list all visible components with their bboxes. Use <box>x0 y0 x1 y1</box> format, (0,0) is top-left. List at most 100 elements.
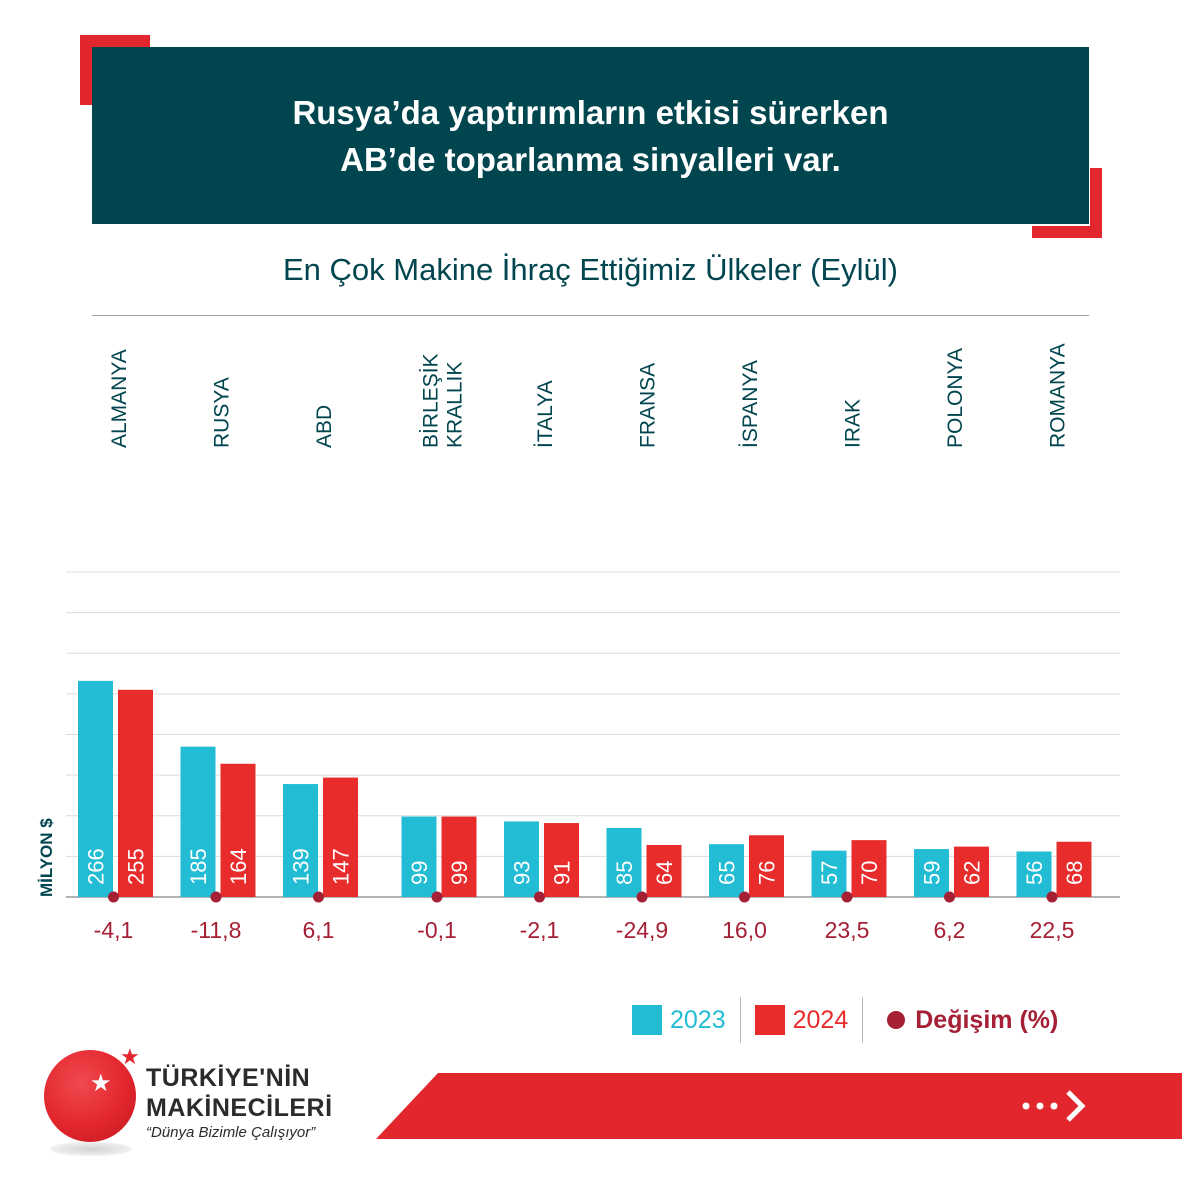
legend-item-2023: 2023 <box>632 1005 726 1035</box>
bar-value-label: 147 <box>329 848 354 885</box>
change-dot <box>944 891 955 903</box>
bar-2023 <box>709 844 744 897</box>
change-dot <box>431 891 443 903</box>
bar-value-label: 266 <box>84 848 109 885</box>
header-title: Rusya’da yaptırımların etkisi sürerken A… <box>92 47 1089 224</box>
brand-name-line2: MAKİNECİLERİ <box>146 1094 333 1122</box>
bar-value-label: 93 <box>510 861 535 885</box>
change-dot <box>841 891 853 903</box>
bar-2023 <box>180 746 216 897</box>
bar-2023 <box>606 827 642 897</box>
change-value-label: 23,5 <box>825 917 870 943</box>
change-value-label: 22,5 <box>1030 917 1075 943</box>
bar-value-label: 85 <box>612 861 637 885</box>
change-value-label: 6,2 <box>934 917 966 943</box>
legend-item-2024: 2024 <box>754 1005 849 1035</box>
bar-value-label: 64 <box>652 861 677 885</box>
bar-2023 <box>504 821 539 897</box>
logo-shadow <box>50 1142 132 1156</box>
change-value-label: -4,1 <box>94 917 134 943</box>
bar-value-label: 57 <box>817 861 842 885</box>
legend-separator <box>739 997 741 1043</box>
change-value-label: -0,1 <box>417 917 457 943</box>
category-label: İSPANYA <box>739 360 762 448</box>
chart-legend: 2023 2024 Değişim (%) <box>632 995 1058 1045</box>
legend-separator <box>862 997 864 1043</box>
corner-accent-top-left <box>80 35 150 105</box>
bar-2024 <box>851 840 887 897</box>
bar-2024 <box>749 835 784 897</box>
bar-2023 <box>914 849 949 897</box>
category-label: ALMANYA <box>108 349 131 448</box>
bar-value-label: 99 <box>447 861 472 885</box>
bar-2024 <box>544 823 579 897</box>
bar-2024 <box>441 816 477 897</box>
bar-value-label: 70 <box>857 861 882 885</box>
change-value-label: 6,1 <box>303 917 335 943</box>
title-divider <box>92 315 1089 316</box>
change-dot <box>739 891 750 903</box>
category-label: İTALYA <box>534 380 557 448</box>
bar-2023 <box>283 784 318 897</box>
brand-slogan: “Dünya Bizimle Çalışıyor” <box>146 1124 316 1141</box>
category-label: IRAK <box>842 399 865 448</box>
bar-2024 <box>1056 841 1092 897</box>
change-dot <box>210 891 222 903</box>
header-title-line1: Rusya’da yaptırımların etkisi sürerken <box>292 93 889 131</box>
bar-value-label: 68 <box>1062 861 1087 885</box>
change-dot <box>313 891 324 903</box>
bar-2024 <box>646 845 682 897</box>
y-axis-label: MİLYON $ <box>37 818 56 897</box>
change-value-label: -11,8 <box>191 917 242 943</box>
category-label: POLONYA <box>944 348 967 448</box>
legend-swatch-2024 <box>754 1005 785 1035</box>
logo-circle <box>44 1050 136 1142</box>
change-value-label: -24,9 <box>616 917 668 943</box>
star-icon: ★ <box>90 1070 112 1097</box>
bar-value-label: 62 <box>960 861 985 885</box>
change-value-label: -2,1 <box>520 917 560 943</box>
footer-bar <box>376 1073 1182 1139</box>
bar-2023 <box>78 680 113 897</box>
change-value-label: 16,0 <box>722 917 767 943</box>
bar-value-label: 164 <box>226 848 251 885</box>
change-dot <box>108 891 119 903</box>
bar-2024 <box>954 846 989 897</box>
change-dot <box>534 891 545 903</box>
corner-accent-bottom-right <box>1032 168 1102 238</box>
category-label: RUSYA <box>211 377 234 448</box>
legend-label-2023: 2023 <box>670 1005 726 1034</box>
legend-dot-change <box>887 1011 906 1029</box>
brand-name-line1: TÜRKİYE'NİN <box>146 1064 311 1092</box>
legend-item-change: Değişim (%) <box>877 1006 1058 1035</box>
bar-value-label: 56 <box>1022 861 1047 885</box>
legend-label-change: Değişim (%) <box>915 1005 1059 1034</box>
bar-value-label: 139 <box>289 848 314 885</box>
bar-2023 <box>1016 851 1052 897</box>
bar-value-label: 91 <box>550 861 575 885</box>
bar-2023 <box>401 816 437 897</box>
header-banner <box>92 47 1089 224</box>
change-dot <box>636 891 648 903</box>
bar-2023 <box>811 850 847 897</box>
category-label: ABD <box>313 405 336 448</box>
bar-value-label: 185 <box>186 848 211 885</box>
category-label: FRANSA <box>637 363 660 448</box>
chart-title: En Çok Makine İhraç Ettiğimiz Ülkeler (E… <box>282 252 898 287</box>
bar-value-label: 59 <box>920 861 945 885</box>
bar-value-label: 255 <box>124 848 149 885</box>
header-title-line2: AB’de toparlanma sinyalleri var. <box>340 140 841 178</box>
bar-chart: MİLYON $ ALMANYA 266 255 -4,1 RUSYA 185 164 -11,… <box>37 343 1120 943</box>
legend-label-2024: 2024 <box>792 1005 849 1034</box>
change-dot <box>1046 891 1058 903</box>
bar-2024 <box>323 777 358 897</box>
bar-value-label: 76 <box>755 861 780 885</box>
star-icon: ★ <box>120 1044 140 1069</box>
category-label: ROMANYA <box>1047 343 1070 448</box>
category-label: BİRLEŞİK <box>420 353 443 448</box>
bar-2024 <box>118 689 153 897</box>
bar-value-label: 99 <box>407 861 432 885</box>
chevron-right-icon[interactable] <box>1020 1088 1095 1124</box>
legend-swatch-2023 <box>632 1005 662 1035</box>
category-label: KRALLIK <box>444 362 467 448</box>
